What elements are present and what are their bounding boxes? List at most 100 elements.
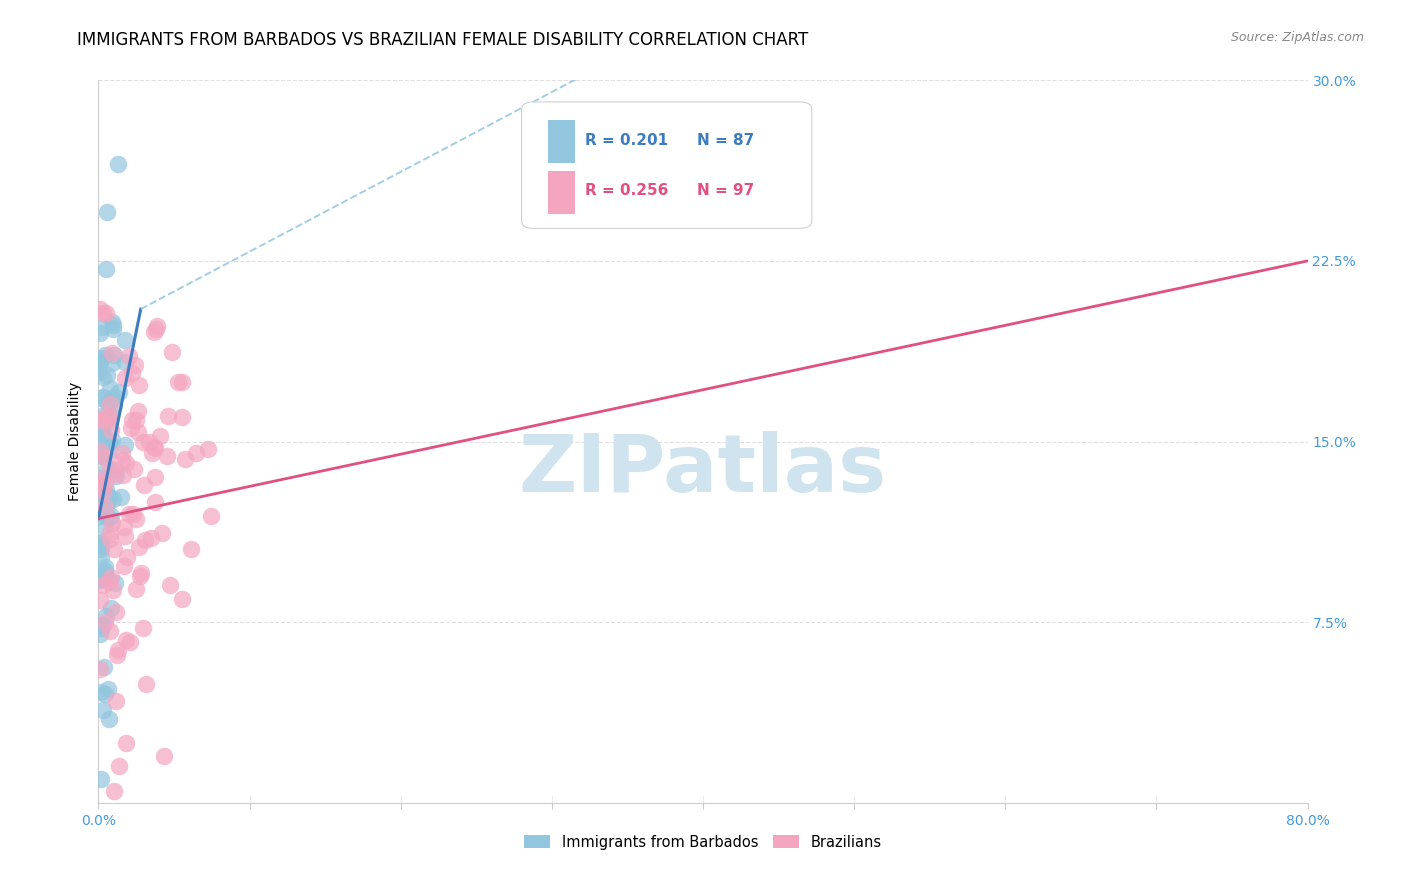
Bar: [548, 120, 575, 163]
Point: [96, 205, 118, 219]
Point: [111, 453, 134, 467]
Point: [89, 326, 111, 340]
Point: [143, 442, 166, 456]
Point: [105, 469, 128, 483]
Point: [97, 396, 120, 410]
Point: [103, 542, 125, 557]
Point: [114, 355, 136, 369]
Point: [98, 525, 121, 540]
Point: [105, 648, 128, 662]
Point: [111, 446, 134, 460]
Text: N = 97: N = 97: [697, 184, 754, 198]
Point: [159, 578, 181, 592]
Point: [89, 627, 111, 641]
Point: [103, 784, 125, 798]
Point: [87, 365, 110, 379]
Point: [94, 486, 117, 500]
Point: [89, 354, 111, 368]
Point: [90, 486, 112, 500]
Point: [94, 483, 117, 497]
Point: [101, 433, 124, 447]
Point: [150, 526, 173, 541]
FancyBboxPatch shape: [522, 102, 811, 228]
Point: [156, 449, 179, 463]
Point: [172, 375, 194, 389]
Point: [89, 662, 111, 676]
Point: [114, 456, 136, 470]
Point: [153, 749, 176, 764]
Point: [100, 600, 122, 615]
Point: [100, 570, 122, 584]
Point: [97, 436, 120, 450]
Point: [91, 414, 114, 428]
Point: [112, 467, 135, 482]
Point: [118, 350, 141, 364]
Point: [149, 429, 172, 443]
Point: [89, 302, 111, 317]
Point: [89, 592, 111, 607]
Point: [94, 475, 117, 490]
Point: [172, 410, 194, 425]
Point: [91, 420, 114, 434]
Point: [96, 368, 118, 382]
Point: [172, 592, 194, 607]
Text: R = 0.256: R = 0.256: [585, 184, 668, 198]
Text: Source: ZipAtlas.com: Source: ZipAtlas.com: [1230, 31, 1364, 45]
Legend: Immigrants from Barbados, Brazilians: Immigrants from Barbados, Brazilians: [524, 835, 882, 850]
Point: [97, 443, 120, 458]
Point: [89, 391, 111, 405]
Point: [104, 390, 127, 404]
Point: [89, 540, 111, 554]
Point: [89, 500, 111, 514]
Point: [89, 508, 111, 523]
Point: [160, 345, 183, 359]
Point: [90, 542, 112, 557]
Point: [87, 573, 110, 587]
Point: [91, 426, 114, 441]
Point: [128, 540, 150, 554]
Text: ZIPatlas: ZIPatlas: [519, 432, 887, 509]
Point: [91, 488, 114, 502]
Point: [118, 634, 141, 648]
Point: [128, 569, 150, 583]
Point: [91, 390, 114, 404]
Point: [98, 491, 121, 505]
Point: [184, 446, 207, 460]
Point: [122, 462, 145, 476]
Point: [114, 438, 136, 452]
Point: [93, 433, 115, 447]
Y-axis label: Female Disability: Female Disability: [69, 382, 83, 501]
Point: [91, 431, 114, 445]
Point: [93, 659, 115, 673]
Point: [90, 772, 112, 786]
Point: [100, 423, 122, 437]
Text: R = 0.201: R = 0.201: [585, 134, 668, 148]
Point: [118, 507, 141, 521]
Point: [114, 333, 136, 347]
Point: [141, 445, 163, 459]
Point: [101, 346, 124, 360]
Point: [93, 408, 115, 422]
Point: [107, 384, 129, 399]
Point: [97, 574, 120, 589]
Point: [98, 381, 121, 395]
Point: [93, 518, 115, 533]
Point: [94, 262, 117, 277]
Point: [121, 412, 143, 426]
Point: [91, 370, 114, 384]
Point: [143, 440, 166, 454]
Point: [127, 425, 149, 440]
Point: [108, 759, 131, 773]
Point: [103, 348, 125, 362]
Point: [89, 444, 111, 458]
Point: [90, 534, 112, 549]
Point: [91, 306, 114, 320]
Point: [103, 398, 125, 412]
Point: [97, 682, 120, 697]
Point: [91, 449, 114, 463]
Point: [89, 470, 111, 484]
Point: [98, 397, 121, 411]
Point: [127, 403, 149, 417]
Point: [96, 571, 118, 585]
Point: [100, 624, 122, 638]
